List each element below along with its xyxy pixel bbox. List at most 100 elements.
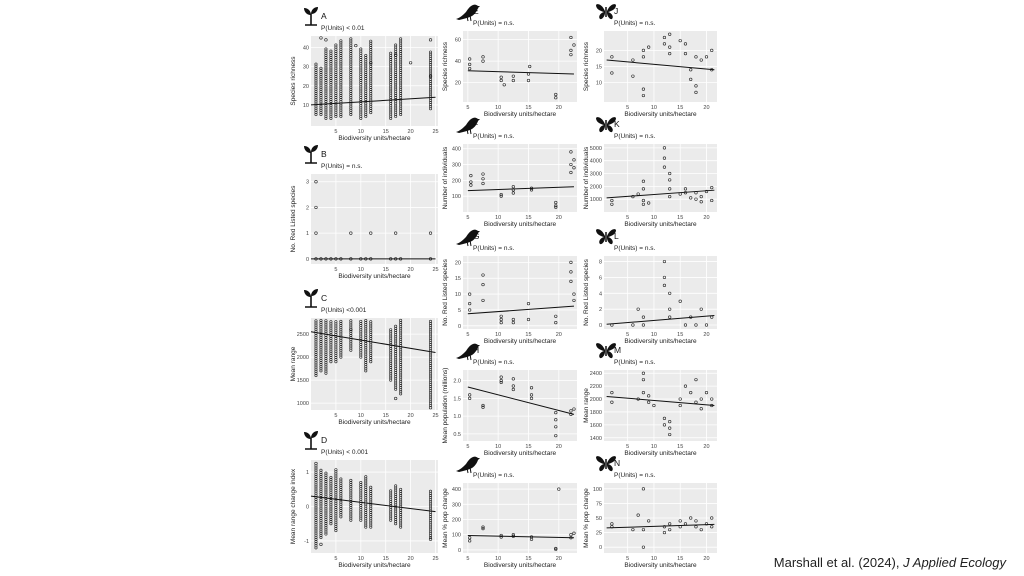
bird-icon bbox=[456, 117, 480, 135]
data-point bbox=[334, 358, 338, 362]
data-point bbox=[319, 485, 323, 489]
y-tick-label: 1 bbox=[306, 231, 309, 237]
data-point bbox=[689, 77, 693, 82]
data-point bbox=[369, 504, 373, 508]
trend-line bbox=[467, 70, 574, 75]
data-point bbox=[502, 83, 506, 87]
data-point bbox=[699, 528, 703, 532]
panel-e: E P(Units) = n.s. 5 10 15 20 20 40 60 Biodiversit… bbox=[442, 4, 577, 118]
data-point bbox=[364, 321, 368, 325]
data-point bbox=[641, 202, 646, 206]
data-point bbox=[329, 58, 333, 62]
data-point bbox=[610, 198, 614, 203]
data-point bbox=[636, 513, 640, 517]
data-point bbox=[364, 329, 368, 333]
data-point bbox=[349, 508, 353, 512]
data-point bbox=[349, 518, 353, 522]
data-point bbox=[662, 525, 667, 529]
x-tick-label: 15 bbox=[383, 267, 389, 273]
data-point bbox=[399, 360, 403, 364]
data-point bbox=[369, 358, 373, 362]
data-point bbox=[334, 347, 338, 351]
p-value-label: P(Units) = n.s. bbox=[614, 472, 656, 479]
data-point bbox=[511, 317, 515, 322]
data-point bbox=[349, 501, 353, 505]
data-point bbox=[324, 321, 328, 325]
x-tick-label: 20 bbox=[556, 105, 562, 111]
data-point bbox=[314, 340, 318, 344]
data-point bbox=[569, 409, 573, 413]
data-point bbox=[364, 513, 368, 517]
data-point bbox=[399, 519, 403, 523]
data-point bbox=[569, 533, 573, 537]
data-point bbox=[359, 506, 363, 510]
data-point bbox=[369, 485, 373, 489]
data-point bbox=[429, 63, 433, 67]
data-point bbox=[324, 471, 328, 475]
panel-letter: F bbox=[473, 119, 478, 129]
data-point bbox=[399, 333, 403, 337]
data-point bbox=[324, 522, 328, 526]
data-point bbox=[314, 359, 318, 363]
data-point bbox=[429, 514, 433, 518]
data-point bbox=[339, 492, 343, 496]
data-point bbox=[364, 331, 368, 335]
data-point bbox=[689, 68, 693, 72]
data-point bbox=[631, 74, 635, 78]
data-point bbox=[364, 346, 368, 350]
data-point bbox=[389, 359, 393, 363]
data-point bbox=[704, 55, 709, 59]
data-point bbox=[329, 488, 333, 492]
data-point bbox=[554, 418, 558, 422]
y-axis-label: No. Red Listed species bbox=[290, 185, 297, 253]
data-point bbox=[349, 480, 353, 484]
data-point bbox=[324, 532, 328, 536]
data-point bbox=[394, 385, 398, 389]
data-point bbox=[324, 342, 328, 346]
x-tick-label: 10 bbox=[651, 444, 657, 450]
data-point bbox=[339, 321, 343, 325]
data-point bbox=[429, 61, 433, 65]
data-point bbox=[364, 360, 368, 364]
data-point bbox=[429, 389, 433, 393]
data-point bbox=[314, 468, 318, 472]
data-point bbox=[668, 178, 672, 182]
y-tick-label: 5 bbox=[458, 308, 461, 314]
data-point bbox=[369, 345, 373, 349]
data-point bbox=[668, 307, 672, 311]
panel-d: D P(Units) < 0.001 5 10 15 20 25 -1 0 1 Biodiversi… bbox=[290, 431, 439, 569]
data-point bbox=[314, 523, 318, 527]
data-point bbox=[678, 39, 682, 43]
data-point bbox=[468, 308, 472, 312]
data-point bbox=[334, 501, 338, 505]
data-point bbox=[399, 487, 403, 491]
data-point bbox=[557, 487, 561, 491]
data-point bbox=[314, 519, 318, 523]
data-point bbox=[329, 62, 333, 66]
data-point bbox=[314, 512, 318, 516]
data-point bbox=[399, 510, 403, 514]
data-point bbox=[364, 342, 368, 346]
data-point bbox=[394, 335, 398, 339]
data-point bbox=[324, 335, 328, 339]
data-point bbox=[481, 181, 485, 186]
data-point bbox=[359, 55, 363, 59]
panel-letter: C bbox=[321, 293, 327, 303]
y-tick-label: 1500 bbox=[297, 378, 309, 384]
data-point bbox=[334, 339, 338, 343]
data-point bbox=[314, 535, 318, 539]
data-point bbox=[569, 48, 573, 52]
data-point bbox=[339, 481, 343, 485]
data-point bbox=[314, 474, 318, 478]
data-point bbox=[314, 346, 318, 350]
data-point bbox=[319, 508, 323, 512]
data-point bbox=[339, 347, 343, 351]
data-point bbox=[399, 508, 403, 512]
data-point bbox=[314, 502, 318, 506]
x-tick-label: 10 bbox=[651, 215, 657, 221]
data-point bbox=[394, 328, 398, 332]
data-point bbox=[364, 367, 368, 371]
data-point bbox=[641, 323, 646, 327]
panel-letter: G bbox=[473, 231, 480, 241]
data-point bbox=[349, 331, 353, 335]
